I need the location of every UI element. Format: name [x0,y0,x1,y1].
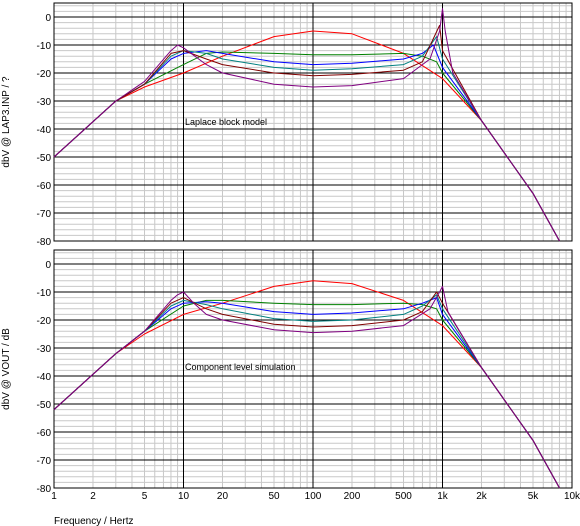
x-tick-label: 500 [395,491,412,502]
y-tick-label: -80 [37,484,52,495]
series-line-4 [53,294,560,489]
series-line-6 [53,285,560,489]
y-tick-label: 0 [45,260,51,271]
x-tick-label: 1k [437,491,449,502]
y-axis-label: dbV @ VOUT / dB [1,328,12,410]
y-tick-label: -70 [37,456,52,467]
series-line-6 [53,8,560,242]
y-tick-label: -30 [37,97,52,108]
x-tick-label: 100 [305,491,322,502]
x-tick-label: 1 [51,491,57,502]
series-line-2 [53,51,560,242]
x-tick-label: 200 [344,491,361,502]
plot-frame [53,249,573,489]
y-axis-label: dbV @ LAP3.INP / ? [1,76,12,168]
y-tick-label: -40 [37,125,52,136]
x-tick-label: 5 [142,491,148,502]
series-line-3 [53,44,560,242]
series-line-3 [53,297,560,489]
x-tick-label: 5k [528,491,540,502]
x-tick-label: 2 [90,491,96,502]
y-tick-label: -20 [37,316,52,327]
y-tick-label: -10 [37,288,52,299]
y-tick-label: -20 [37,69,52,80]
series-line-5 [53,24,560,242]
x-tick-label: 10k [564,491,580,502]
y-tick-label: -60 [37,428,52,439]
y-tick-label: -70 [37,209,52,220]
chart-panel-laplace: 0 -10 -20 -30 -40 -50 -60 -70 -80 dbV @ LAP3.INP … [1,2,573,248]
y-tick-label: -10 [37,41,52,52]
y-tick-label: -50 [37,153,52,164]
chart-panel-component: 0 -10 -20 -30 -40 -50 -60 -70 -801 2 5 10 20 50 100 200… [1,249,580,502]
x-tick-label: 50 [268,491,280,502]
plot-annotation: Component level simulation [185,362,296,372]
plot-annotation: Laplace block model [185,117,267,127]
y-tick-label: -80 [37,237,52,248]
x-tick-label: 10 [178,491,190,502]
series-line-2 [53,299,560,489]
y-tick-label: 0 [45,13,51,24]
x-axis-label: Frequency / Hertz [54,516,133,526]
y-tick-label: -50 [37,400,52,411]
x-tick-label: 2k [476,491,488,502]
y-tick-label: -30 [37,344,52,355]
x-tick-label: 20 [217,491,229,502]
plot-frame [53,2,573,242]
y-tick-label: -40 [37,372,52,383]
y-tick-label: -60 [37,181,52,192]
series-line-4 [53,36,560,242]
